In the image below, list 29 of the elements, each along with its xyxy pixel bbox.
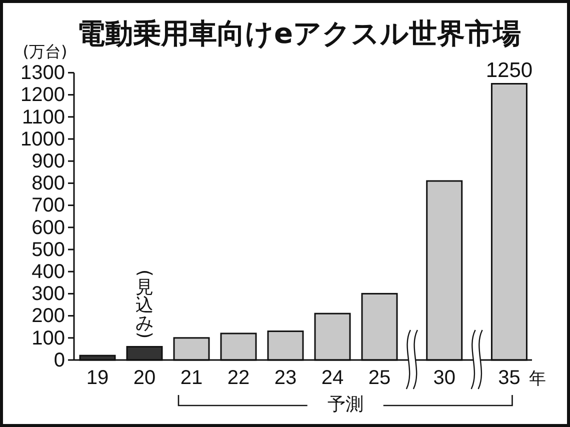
annotation: (見込み) xyxy=(134,270,155,339)
y-tick-label: 900 xyxy=(32,150,65,172)
y-tick-label: 500 xyxy=(32,238,65,261)
y-tick-label: 400 xyxy=(32,261,65,283)
x-tick-label: 25 xyxy=(368,367,391,389)
y-tick-label: 200 xyxy=(32,305,65,328)
y-tick-label: 800 xyxy=(32,172,65,195)
x-tick-label: 30 xyxy=(433,367,456,389)
x-tick-label: 19 xyxy=(86,367,109,389)
chart-title: 電動乗用車向けeアクスル世界市場 xyxy=(77,17,521,50)
x-tick-label: 21 xyxy=(180,367,203,389)
y-tick-label: 1200 xyxy=(20,84,65,106)
y-axis-title: (万台) xyxy=(22,42,68,61)
y-tick-label: 1300 xyxy=(20,62,65,84)
x-tick-label: 23 xyxy=(274,367,297,389)
y-tick-label: 700 xyxy=(32,194,65,217)
x-tick-label: 20 xyxy=(133,367,156,389)
y-tick-label: 100 xyxy=(32,327,65,350)
y-tick-label: 300 xyxy=(32,283,65,306)
x-tick-label: 35 xyxy=(498,367,520,389)
y-tick-label: 1000 xyxy=(20,128,65,150)
x-tick-label: 24 xyxy=(321,367,344,389)
x-tick-label: 22 xyxy=(227,367,250,389)
text: 予測 xyxy=(327,394,364,415)
y-tick-label: 1100 xyxy=(22,106,65,128)
x-axis-title: 年 xyxy=(529,369,546,389)
data-label: 1250 xyxy=(486,58,533,82)
y-tick-label: 0 xyxy=(54,349,65,372)
y-tick-label: 600 xyxy=(32,216,65,239)
